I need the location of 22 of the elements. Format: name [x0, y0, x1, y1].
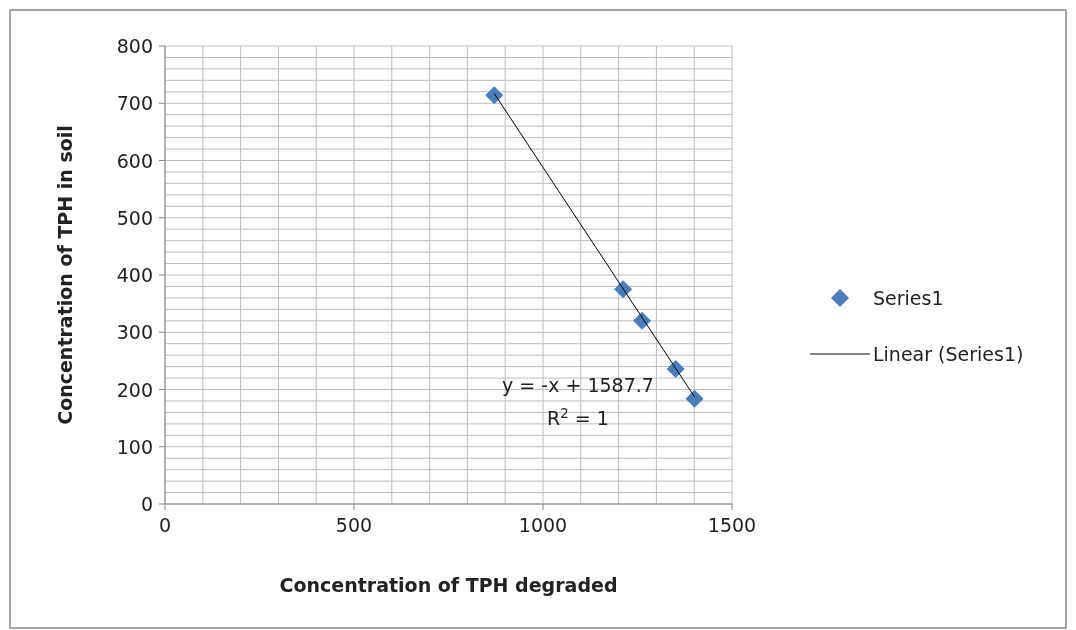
legend-label: Linear (Series1) [873, 343, 1024, 365]
y-axis-title: Concentration of TPH in soil [54, 125, 76, 425]
y-tick-label: 200 [116, 378, 153, 401]
annotation: y = -x + 1587.7 [502, 374, 654, 396]
y-tick-label: 100 [116, 435, 153, 458]
y-tick-label: 0 [140, 493, 153, 515]
legend-label: Series1 [873, 287, 944, 309]
annotation: R$^{2}$ = 1 [547, 405, 609, 429]
x-tick-label: 1500 [707, 514, 757, 536]
x-tick-label: 1000 [518, 514, 568, 536]
y-tick-label: 500 [116, 206, 153, 229]
y-tick-label: 600 [116, 149, 153, 172]
x-tick-label: 500 [335, 514, 373, 536]
x-tick-label: 0 [158, 514, 172, 536]
y-tick-label: 800 [116, 35, 153, 57]
y-tick-label: 700 [116, 92, 153, 115]
x-axis-title: Concentration of TPH degraded [279, 574, 618, 596]
point [614, 280, 633, 299]
y-tick-label: 400 [116, 264, 153, 286]
point [485, 86, 504, 105]
point [685, 389, 704, 408]
y-tick-label: 300 [116, 321, 153, 344]
